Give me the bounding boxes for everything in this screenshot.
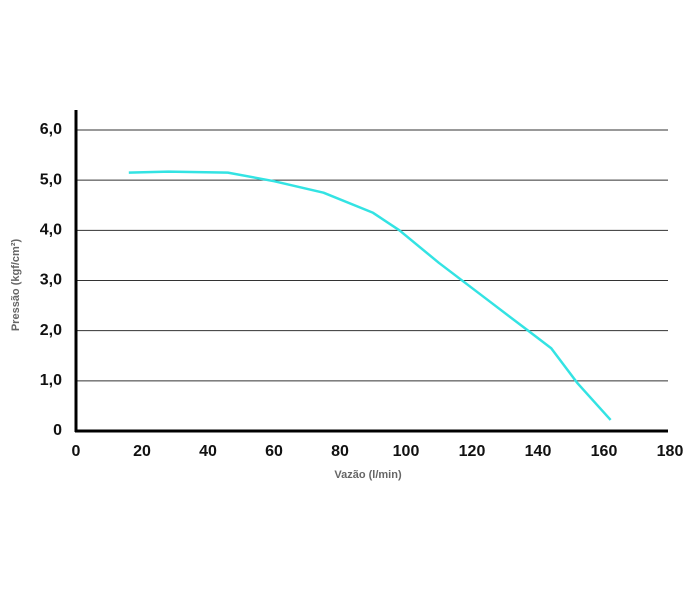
- x-tick-label: 160: [591, 443, 618, 460]
- x-tick-label: 180: [657, 443, 684, 460]
- y-tick-label: 6,0: [40, 121, 62, 138]
- y-tick-label: 5,0: [40, 171, 62, 188]
- x-tick-label: 0: [72, 443, 81, 460]
- x-tick-label: 100: [393, 443, 420, 460]
- x-tick-label: 80: [331, 443, 349, 460]
- x-tick-label: 60: [265, 443, 283, 460]
- y-tick-label: 4,0: [40, 222, 62, 239]
- line-series: [128, 170, 612, 421]
- y-tick-label: 3,0: [40, 272, 62, 289]
- y-tick-label: 0: [53, 422, 62, 439]
- y-axis-label: Pressão (kgf/cm²): [10, 239, 22, 332]
- x-tick-label: 120: [459, 443, 486, 460]
- x-tick-label: 20: [133, 443, 151, 460]
- x-tick-label: 40: [199, 443, 217, 460]
- y-tick-label: 2,0: [40, 322, 62, 339]
- y-tick-label: 1,0: [40, 372, 62, 389]
- x-tick-label: 140: [525, 443, 552, 460]
- x-axis-label: Vazão (l/min): [334, 469, 402, 481]
